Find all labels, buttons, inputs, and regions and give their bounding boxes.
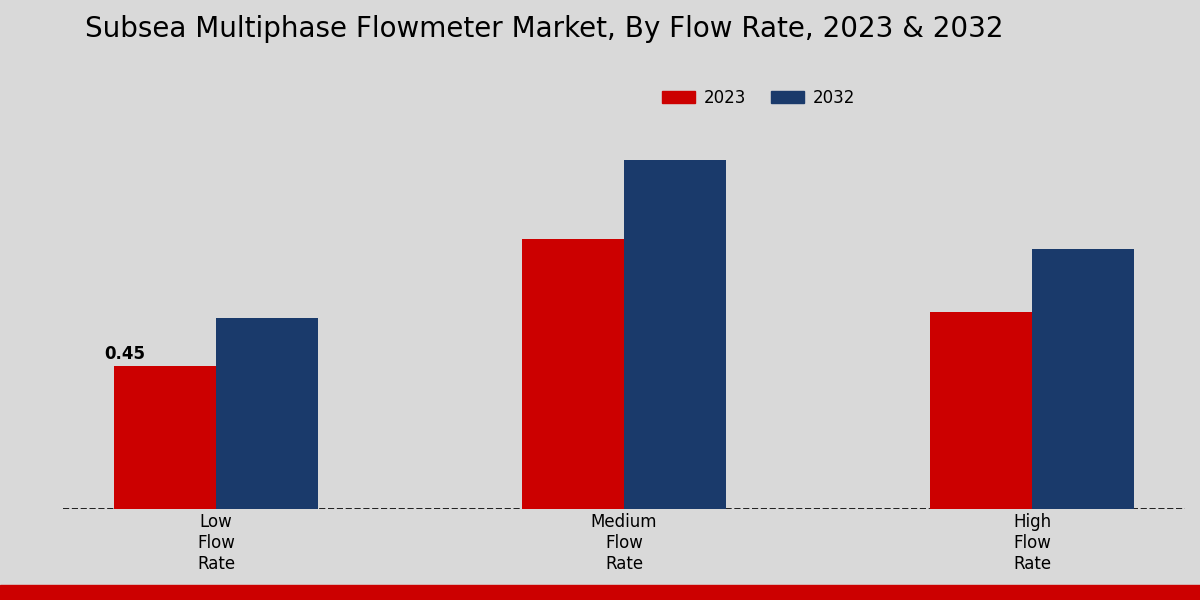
Bar xyxy=(216,319,318,509)
Bar xyxy=(1032,248,1134,509)
Text: Subsea Multiphase Flowmeter Market, By Flow Rate, 2023 & 2032: Subsea Multiphase Flowmeter Market, By F… xyxy=(85,15,1004,43)
Bar xyxy=(114,366,216,509)
Text: 0.45: 0.45 xyxy=(104,345,145,363)
Bar xyxy=(624,160,726,509)
Bar xyxy=(930,312,1032,509)
Legend: 2023, 2032: 2023, 2032 xyxy=(655,82,862,113)
Bar xyxy=(522,239,624,509)
